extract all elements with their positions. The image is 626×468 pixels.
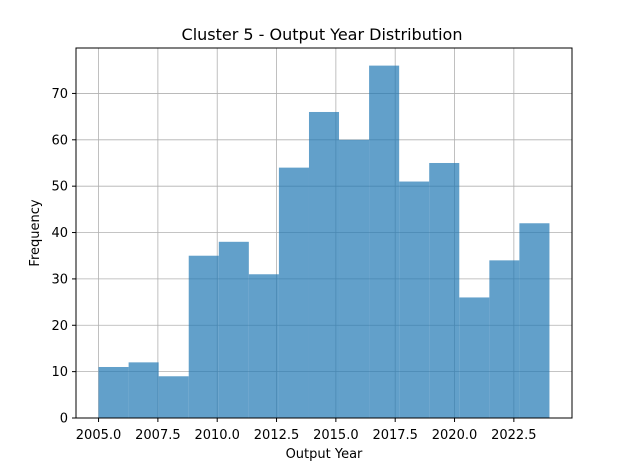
y-tick-label: 30 [51,272,68,287]
x-tick-label: 2020.0 [432,428,478,443]
histogram-bar [399,181,430,418]
histogram-bar [519,223,550,418]
y-tick-label: 40 [51,226,68,241]
y-tick-label: 10 [51,365,68,380]
histogram-bar [489,260,520,418]
histogram-bar [278,167,309,418]
y-axis-label: Frequency [28,199,43,266]
x-tick-label: 2010.0 [194,428,240,443]
histogram-bar [339,139,370,418]
y-tick-label: 70 [51,87,68,102]
y-tick-label: 20 [51,319,68,334]
x-tick-label: 2005.0 [76,428,122,443]
y-tick-label: 0 [60,412,68,427]
histogram-bar [218,241,249,418]
x-tick-label: 2012.5 [254,428,300,443]
x-tick-label: 2007.5 [135,428,181,443]
chart-title: Cluster 5 - Output Year Distribution [182,25,463,44]
histogram-bar [248,274,279,418]
x-tick-label: 2022.5 [491,428,537,443]
histogram-bar [128,362,159,418]
x-tick-label: 2015.0 [313,428,359,443]
y-tick-label: 50 [51,180,68,195]
histogram-bar [158,376,189,418]
ticks-layer: 2005.0 2007.5 2010.0 2012.5 2015.0 2017.5 2020… [51,87,536,443]
histogram-bar [98,366,129,418]
x-tick-label: 2017.5 [372,428,418,443]
histogram-bar [429,162,460,418]
histogram-bar [459,297,490,418]
histogram-bar [188,255,219,418]
x-axis-label: Output Year [286,447,363,462]
y-tick-label: 60 [51,133,68,148]
histogram-bar [308,111,340,419]
bars-layer [98,65,550,419]
histogram-bar [369,65,400,418]
